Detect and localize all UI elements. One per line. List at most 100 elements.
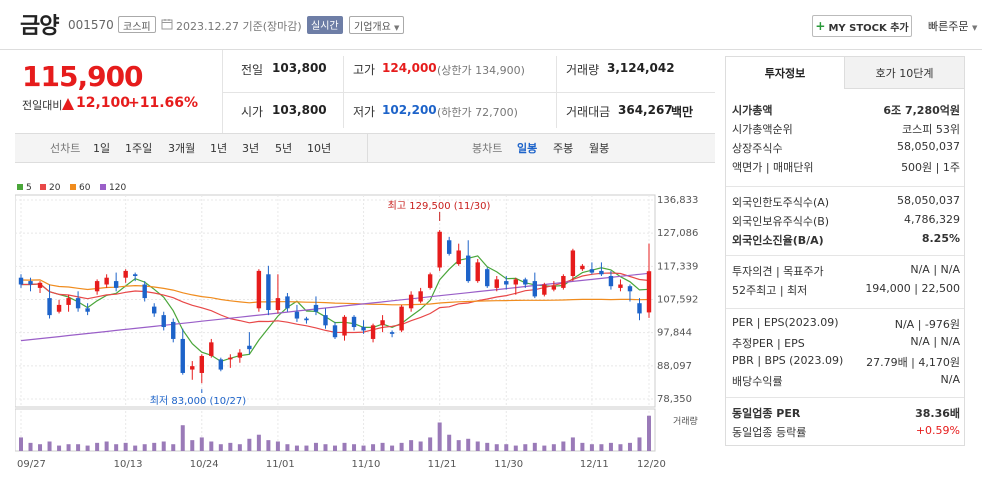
ma-legend-label: 60 [79, 183, 91, 193]
volume-bar [532, 442, 537, 451]
tab-orderbook[interactable]: 호가 10단계 [845, 57, 964, 89]
y-tick-label: 117,339 [657, 261, 698, 272]
candle-body [228, 357, 233, 360]
candle-body [218, 359, 224, 370]
candle-body [646, 271, 652, 313]
x-tick-label: 11/30 [494, 459, 523, 470]
high-value: 124,000 [382, 61, 437, 75]
x-tick-label: 11/10 [352, 459, 381, 470]
volume-bar [523, 444, 528, 451]
info-group-divider [726, 255, 964, 256]
x-tick-label: 10/13 [114, 459, 143, 470]
candle-body [513, 279, 518, 285]
candle-body [152, 306, 157, 314]
period-1w[interactable]: 1주일 [125, 142, 153, 155]
company-overview-button[interactable]: 기업개요 ▼ [349, 16, 405, 34]
candle-monthly-button[interactable]: 월봉 [589, 142, 610, 155]
volume-bar [285, 444, 290, 451]
candle-weekly-button[interactable]: 주봉 [553, 142, 574, 155]
volume-bar [180, 425, 185, 451]
candle-chart-label[interactable]: 봉차트 [472, 142, 503, 155]
tab-invest-info[interactable]: 투자정보 [726, 57, 845, 89]
period-3m[interactable]: 3개월 [168, 142, 196, 155]
candle-body [570, 250, 576, 276]
period-5y[interactable]: 5년 [275, 142, 293, 155]
volume-bar [542, 445, 547, 451]
candle-body [323, 315, 328, 326]
period-1y[interactable]: 1년 [210, 142, 228, 155]
add-mystock-label: MY STOCK 추가 [828, 22, 909, 34]
lower-limit: (하한가 72,700) [437, 106, 518, 119]
candle-body [275, 298, 281, 311]
period-3y[interactable]: 3년 [242, 142, 260, 155]
info-label: 액면가 | 매매단위 [732, 161, 814, 174]
candle-body [580, 265, 585, 270]
info-label: 시가총액순위 [732, 123, 793, 136]
candle-body [542, 284, 547, 295]
info-label: 외국인소진율(B/A) [732, 234, 824, 247]
stock-chart[interactable]: 5 20 60 120 136,833 127,086 117,339 107,592 97,… [15, 175, 715, 475]
volume-bar [313, 442, 318, 451]
info-value: +0.59% [915, 424, 960, 437]
volume-bar [190, 440, 195, 451]
candle-body [247, 345, 252, 350]
info-value: 194,000 | 22,500 [865, 282, 960, 295]
candle-body [389, 332, 395, 334]
volume-bar [47, 441, 52, 451]
prev-close-value: 103,800 [272, 61, 327, 75]
candle-body [418, 291, 423, 302]
candle-body [256, 270, 262, 309]
volume-bar [418, 441, 423, 451]
info-value: 코스피 53위 [902, 123, 960, 136]
chevron-down-icon: ▼ [394, 24, 400, 32]
volume-bar [133, 445, 138, 451]
add-mystock-button[interactable]: + MY STOCK 추가 [812, 15, 912, 37]
volume-label: 거래량 [566, 63, 600, 77]
volume-bar [647, 415, 651, 451]
x-axis-ticks: 09/27 10/13 10/24 11/01 11/10 11/21 11/30 12/11… [17, 459, 666, 470]
info-label: 추정PER | EPS [732, 337, 805, 350]
volume-bar [323, 444, 328, 451]
open-value: 103,800 [272, 103, 327, 117]
period-10y[interactable]: 10년 [307, 142, 332, 155]
info-value: N/A [940, 373, 960, 386]
volume-bar [209, 441, 214, 451]
ma-legend-swatch [17, 184, 23, 190]
volume-bar [266, 440, 271, 451]
quick-order-button[interactable]: 빠른주문 ▼ [928, 18, 977, 34]
candle-body [494, 279, 499, 288]
volume-bar [561, 441, 566, 451]
volume-bar [304, 445, 309, 451]
volume-bar [199, 437, 204, 451]
y-tick-label: 136,833 [657, 195, 698, 206]
candle-body [313, 304, 319, 312]
candle-body [351, 316, 357, 328]
upper-limit: (상한가 134,900) [437, 64, 525, 77]
volume-bar [85, 445, 90, 451]
header-divider [0, 49, 982, 50]
info-label: PBR | BPS (2023.09) [732, 354, 844, 367]
open-label: 시가 [241, 105, 264, 119]
volume-bar [466, 438, 471, 451]
volume-bar [256, 434, 261, 451]
candle-body [627, 286, 633, 292]
volume-bar [275, 441, 280, 451]
candle-body [113, 281, 119, 288]
candle-body [237, 352, 243, 358]
candle-body [408, 294, 414, 309]
line-chart-button[interactable]: 선차트 [50, 142, 81, 155]
candle-daily-button[interactable]: 일봉 [517, 142, 538, 155]
candle-body [637, 303, 642, 314]
candle-body [475, 262, 480, 282]
candle-body [608, 275, 614, 287]
chevron-down-icon: ▼ [971, 24, 978, 32]
stock-name: 금양 [20, 14, 59, 39]
period-1d[interactable]: 1일 [93, 142, 111, 155]
calendar-icon [161, 19, 173, 30]
volume-bar [95, 442, 100, 451]
volume-bar [627, 442, 632, 451]
ma-legend-swatch [70, 184, 76, 190]
realtime-button[interactable]: 실시간 [307, 16, 343, 34]
x-tick-label: 12/20 [637, 459, 666, 470]
date-text: 2023.12.27 기준(장마감) [176, 20, 302, 33]
